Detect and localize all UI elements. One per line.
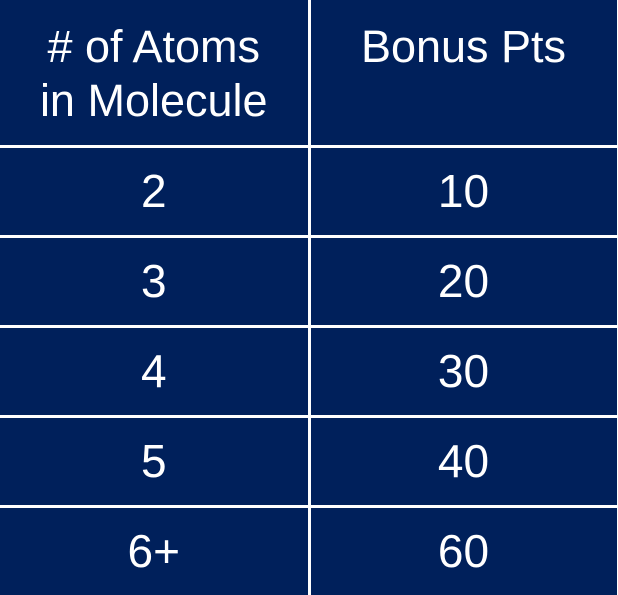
cell-bonus: 30 [307,324,618,418]
table-row: 5 40 [0,414,618,508]
cell-atoms: 5 [0,414,311,508]
cell-atoms: 4 [0,324,311,418]
header-atoms-in-molecule: # of Atoms in Molecule [0,0,311,148]
cell-bonus: 40 [307,414,618,508]
table-row: 4 30 [0,324,618,418]
cell-bonus: 20 [307,234,618,328]
table-header: # of Atoms in Molecule Bonus Pts [0,0,618,148]
table-row: 6+ 60 [0,504,618,595]
header-bonus-pts: Bonus Pts [307,0,618,148]
header-atoms-line-2: in Molecule [39,75,268,126]
cell-bonus: 60 [307,504,618,595]
header-row: # of Atoms in Molecule Bonus Pts [0,0,618,148]
header-bonus-line-1: Bonus Pts [360,21,567,72]
cell-atoms: 3 [0,234,311,328]
table-row: 3 20 [0,234,618,328]
cell-atoms: 6+ [0,504,311,595]
cell-atoms: 2 [0,144,311,238]
table-body: 2 10 3 20 4 30 5 40 6+ 60 [0,144,618,595]
table-row: 2 10 [0,144,618,238]
header-atoms-line-1: # of Atoms [47,21,261,72]
cell-bonus: 10 [307,144,618,238]
